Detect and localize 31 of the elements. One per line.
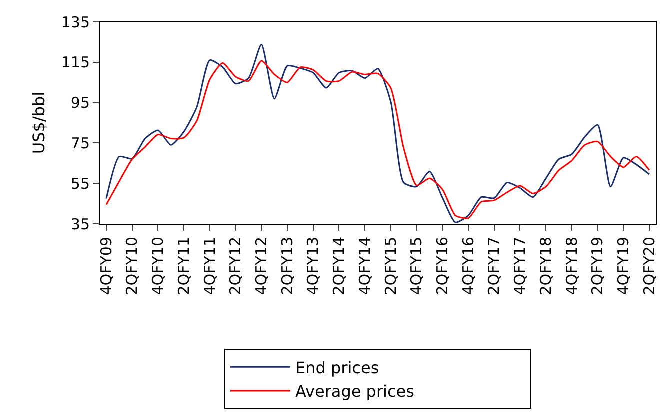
x-tick-label: 4QFY09 bbox=[97, 237, 116, 296]
x-tick-label: 2QFY10 bbox=[123, 237, 142, 296]
y-tick-label: 135 bbox=[61, 13, 90, 32]
x-tick-label: 2QFY14 bbox=[330, 237, 348, 296]
x-tick-label: 4QFY17 bbox=[511, 237, 530, 296]
x-tick-label: 2QFY18 bbox=[536, 237, 555, 296]
y-axis-title: US$/bbl bbox=[29, 92, 48, 154]
x-tick-label: 2QFY17 bbox=[485, 237, 504, 296]
legend-label: Average prices bbox=[296, 382, 414, 402]
legend-label: End prices bbox=[296, 358, 380, 378]
x-tick-label: 2QFY15 bbox=[382, 237, 400, 296]
x-tick-label: 4QFY14 bbox=[356, 237, 374, 296]
x-tick-label: 4QFY13 bbox=[304, 237, 322, 296]
x-tick-label: 4QFY16 bbox=[459, 237, 478, 296]
x-tick-label: 4QFY11 bbox=[200, 237, 219, 296]
x-tick-label: 4QFY12 bbox=[252, 237, 271, 296]
x-tick-label: 2QFY20 bbox=[640, 237, 658, 296]
x-tick-label: 4QFY15 bbox=[408, 237, 426, 296]
x-tick-label: 2QFY12 bbox=[226, 237, 245, 296]
y-tick-label: 35 bbox=[70, 215, 90, 234]
x-tick-label: 2QFY11 bbox=[174, 237, 193, 296]
x-tick-label: 2QFY19 bbox=[588, 237, 607, 296]
x-tick-label: 2QFY13 bbox=[278, 237, 296, 296]
y-tick-label: 95 bbox=[70, 94, 90, 112]
y-tick-label: 55 bbox=[70, 174, 90, 193]
x-tick-label: 4QFY18 bbox=[562, 237, 581, 296]
y-tick-label: 75 bbox=[70, 134, 90, 152]
x-tick-label: 2QFY16 bbox=[434, 237, 452, 296]
x-tick-label: 4QFY19 bbox=[614, 237, 633, 296]
x-tick-label: 4QFY10 bbox=[149, 237, 168, 296]
y-tick-label: 115 bbox=[61, 54, 90, 72]
